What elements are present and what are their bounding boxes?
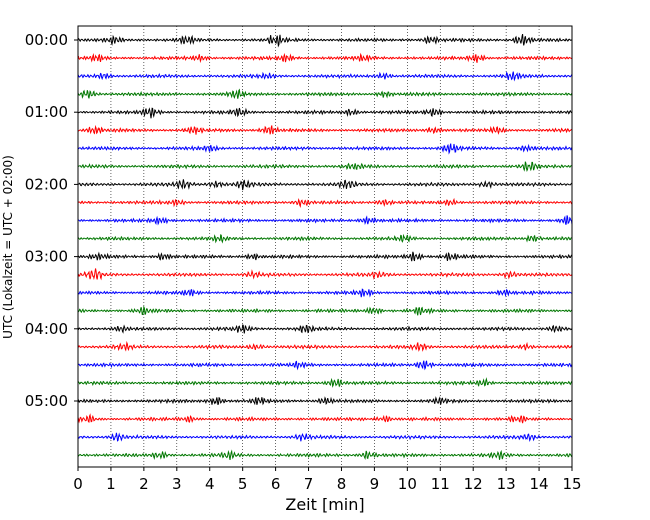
trace-0400 (77, 324, 573, 334)
trace-0300 (77, 251, 573, 262)
y-tick-label: 02:00 (25, 175, 68, 193)
plot-frame (77, 25, 573, 468)
y-tick-label: 04:00 (25, 320, 68, 338)
trace-0215 (77, 197, 573, 208)
x-tick-label: 5 (238, 475, 248, 493)
x-tick-label: 10 (398, 475, 417, 493)
x-tick-label: 9 (370, 475, 380, 493)
x-tick-label: 12 (464, 475, 483, 493)
y-tick-label: 00:00 (25, 31, 68, 49)
x-tick-label: 3 (172, 475, 182, 493)
seismic-traces (77, 33, 573, 461)
x-tick-label: 13 (497, 475, 516, 493)
x-tick-label: 0 (73, 475, 83, 493)
trace-0115 (77, 124, 573, 135)
trace-0530 (77, 432, 573, 443)
x-tick-label: 15 (562, 475, 581, 493)
trace-0145 (77, 161, 573, 172)
x-axis-label: Zeit [min] (285, 495, 364, 514)
x-tick-label: 4 (205, 475, 215, 493)
trace-0430 (77, 360, 573, 371)
x-axis-ticks: 0 1 2 3 4 5 6 7 8 9 10 11 12 13 14 15 (73, 467, 582, 493)
trace-0345 (77, 305, 573, 316)
trace-0245 (77, 233, 573, 244)
trace-0200 (77, 179, 573, 191)
trace-0500 (77, 396, 573, 406)
trace-0130 (77, 143, 573, 155)
x-tick-label: 2 (139, 475, 149, 493)
trace-0415 (77, 340, 573, 352)
x-tick-label: 6 (271, 475, 281, 493)
y-axis-ticks: 00:00 01:00 02:00 03:00 04:00 05:00 (25, 31, 78, 410)
y-tick-label: 05:00 (25, 392, 68, 410)
trace-0315 (77, 268, 573, 281)
trace-0230 (77, 215, 573, 226)
trace-0000 (77, 33, 573, 48)
trace-0545 (77, 449, 573, 461)
x-tick-label: 7 (304, 475, 314, 493)
y-tick-label: 03:00 (25, 248, 68, 266)
trace-0100 (77, 107, 573, 119)
y-axis-label: UTC (Lokalzeit = UTC + 02:00) (1, 155, 15, 339)
x-tick-label: 8 (337, 475, 347, 493)
x-tick-label: 1 (106, 475, 116, 493)
trace-0015 (77, 52, 573, 64)
x-tick-label: 14 (530, 475, 549, 493)
trace-0045 (77, 88, 573, 100)
trace-0330 (77, 288, 573, 298)
x-tick-label: 11 (431, 475, 450, 493)
trace-0515 (77, 413, 573, 424)
trace-0030 (77, 71, 573, 82)
trace-0445 (77, 377, 573, 388)
y-tick-label: 01:00 (25, 103, 68, 121)
